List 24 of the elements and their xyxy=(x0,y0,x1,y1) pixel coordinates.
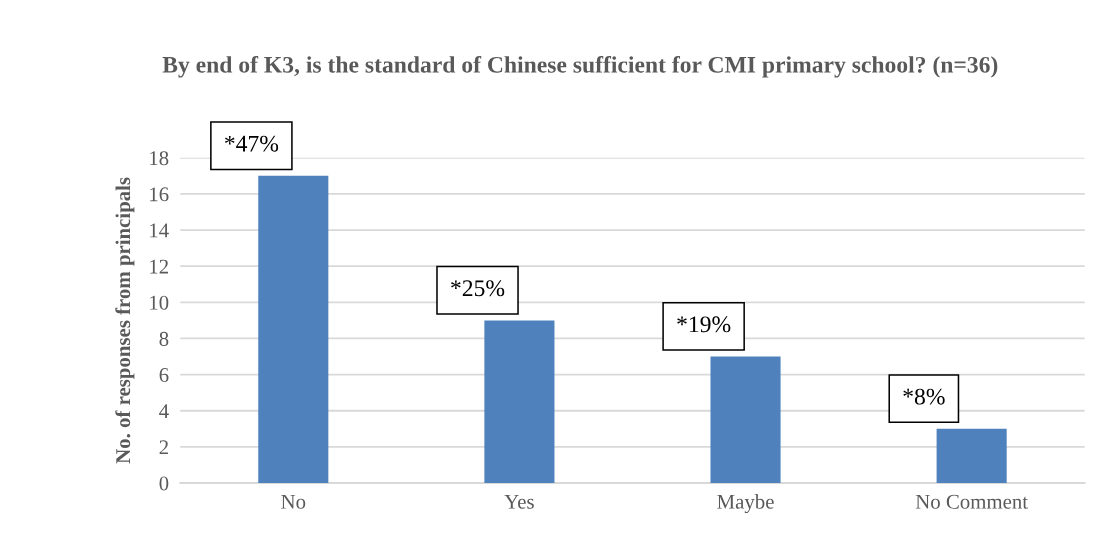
bar xyxy=(936,428,1007,483)
y-tick-label: 6 xyxy=(159,368,169,383)
annotation: *19% xyxy=(677,316,731,333)
x-tick-label: No Comment xyxy=(915,494,1028,509)
chart-title: By end of K3, is the standard of Chinese sufficient for CMI primary school? (n=36) xyxy=(162,55,998,78)
y-tick-label: 4 xyxy=(159,404,169,418)
y-tick-label: 12 xyxy=(150,259,168,274)
y-tick-label: 14 xyxy=(150,223,169,238)
x-tick-label: Yes xyxy=(504,494,534,509)
y-tick-label: 8 xyxy=(159,331,169,346)
bar xyxy=(710,356,781,483)
y-axis-title: No. of responses from principals xyxy=(115,177,135,464)
annotation: *25% xyxy=(451,280,505,297)
bar xyxy=(484,320,555,483)
x-tick-label: Maybe xyxy=(717,494,774,514)
y-tick-label: 16 xyxy=(150,187,169,202)
y-tick-label: 2 xyxy=(159,440,168,455)
annotation: *8% xyxy=(903,388,945,405)
y-tick-label: 0 xyxy=(159,476,169,491)
annotation: *47% xyxy=(225,135,279,152)
x-tick-label: No xyxy=(281,494,306,509)
bar xyxy=(258,175,329,483)
y-tick-label: 18 xyxy=(150,151,169,166)
y-tick-label: 10 xyxy=(150,295,169,310)
